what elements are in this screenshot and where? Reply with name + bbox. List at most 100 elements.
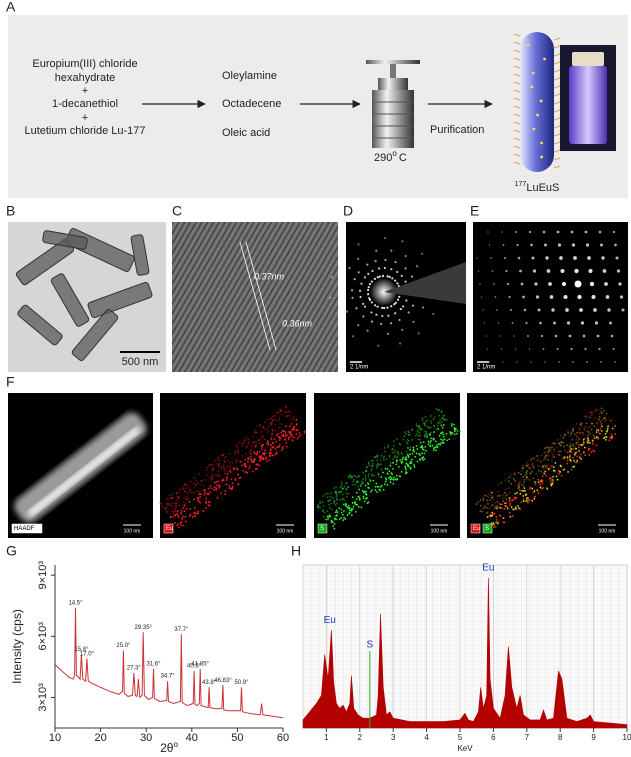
annotation: 41.85° (192, 661, 210, 667)
signal (553, 448, 556, 451)
spot (479, 283, 481, 285)
signal (550, 459, 553, 462)
signal (508, 480, 510, 483)
signal (402, 438, 405, 441)
signal (433, 447, 436, 450)
signal (204, 489, 207, 492)
signal (504, 505, 507, 507)
signal (518, 483, 520, 486)
signal (371, 459, 374, 462)
ligand (553, 117, 561, 121)
signal (475, 503, 478, 506)
signal (548, 477, 551, 480)
signal (236, 449, 239, 451)
signal (495, 516, 498, 518)
signal (391, 473, 394, 475)
signal (349, 473, 352, 476)
signal (522, 484, 525, 487)
tag-box (482, 523, 493, 534)
signal (518, 487, 521, 489)
tag-label: Eu (473, 526, 480, 532)
signal (584, 425, 586, 428)
signal (584, 454, 587, 457)
signal (550, 482, 553, 485)
signal (559, 445, 562, 448)
signal (197, 512, 199, 515)
signal (335, 515, 337, 517)
signal (486, 511, 489, 513)
signal (277, 428, 280, 431)
signal (254, 468, 257, 470)
signal (271, 419, 274, 422)
signal (591, 442, 594, 445)
signal (587, 437, 590, 439)
signal (249, 450, 251, 453)
signal (350, 514, 353, 516)
signal (169, 516, 172, 519)
signal (333, 523, 336, 525)
signal (415, 452, 418, 455)
panel-label: C (172, 203, 182, 219)
spot (528, 230, 532, 234)
signal (414, 455, 417, 458)
signal (338, 491, 340, 494)
signal (273, 414, 276, 417)
signal (340, 490, 343, 493)
signal (333, 500, 336, 502)
signal (225, 479, 228, 481)
signal (590, 428, 593, 431)
signal (484, 494, 486, 497)
signal (211, 475, 214, 477)
signal (566, 459, 569, 462)
signal (598, 432, 601, 435)
signal (544, 447, 546, 450)
ligand (513, 73, 521, 77)
signal (487, 496, 490, 498)
signal (202, 489, 205, 492)
signal (233, 450, 236, 453)
reactant: hexahydrate (55, 72, 116, 84)
signal (482, 496, 484, 499)
ligand (513, 97, 521, 101)
dot (531, 71, 535, 75)
signal (362, 491, 365, 494)
signal (442, 415, 444, 417)
signal (226, 470, 229, 473)
signal (396, 459, 398, 462)
ligand (513, 161, 521, 165)
signal (422, 448, 425, 451)
signal (592, 449, 595, 452)
signal (266, 418, 269, 421)
signal (491, 496, 493, 499)
signal (264, 452, 267, 454)
signal (293, 425, 296, 428)
spot (598, 230, 602, 234)
signal (559, 441, 562, 443)
signal (509, 515, 512, 518)
x-tick-label: 60 (277, 732, 289, 744)
signal (322, 509, 324, 511)
signal (572, 457, 574, 459)
signal (250, 445, 253, 448)
spot (487, 231, 489, 233)
signal (477, 501, 479, 503)
signal (383, 446, 386, 449)
spot (407, 311, 410, 314)
spot (579, 308, 583, 312)
spot (531, 256, 535, 260)
signal (166, 498, 169, 501)
signal (566, 462, 569, 465)
spot (412, 320, 415, 323)
signal (361, 482, 364, 485)
signal (376, 455, 379, 457)
signal (199, 493, 202, 496)
signal (275, 411, 278, 414)
signal (580, 423, 582, 426)
signal (389, 475, 392, 478)
signal (482, 507, 485, 510)
signal (569, 454, 572, 457)
signal (420, 444, 423, 447)
reactant: Lutetium chloride Lu-177 (24, 125, 145, 137)
signal (502, 500, 504, 503)
signal (518, 485, 520, 488)
